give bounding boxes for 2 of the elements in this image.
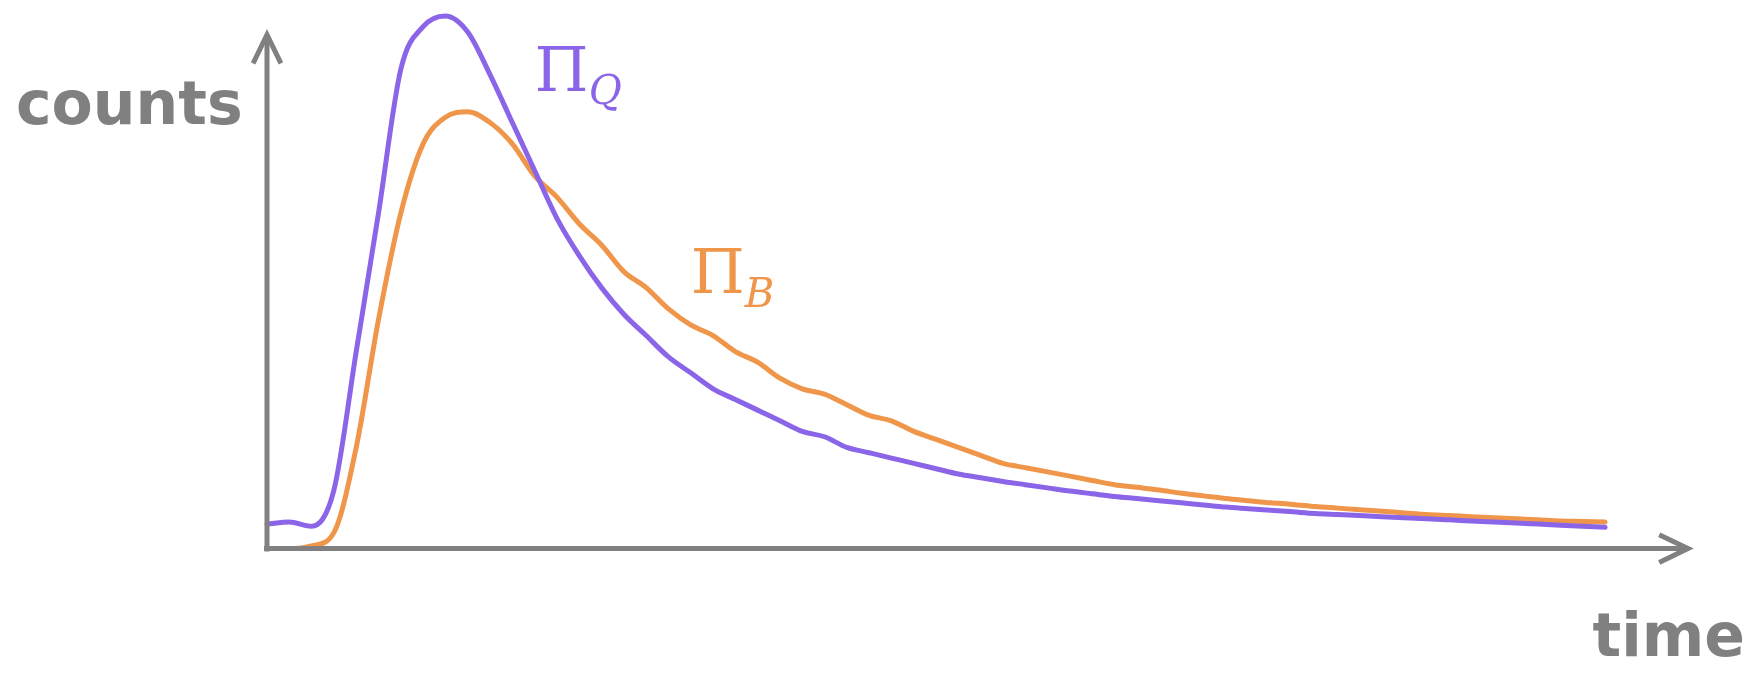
y-axis-title: counts xyxy=(16,67,243,138)
x-axis-title: time xyxy=(1592,599,1745,670)
